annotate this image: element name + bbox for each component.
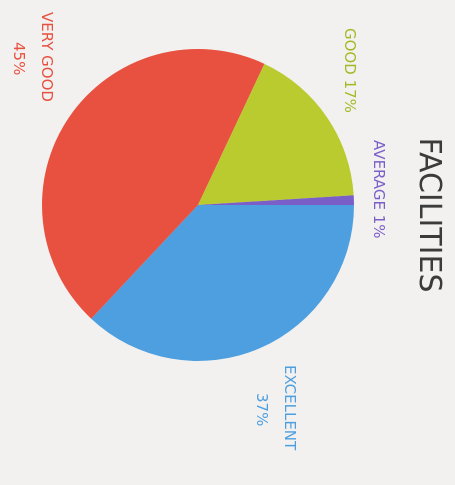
slice-label-excellent-name: EXCELLENT (281, 365, 299, 451)
pie-slice-very-good (42, 48, 265, 319)
slice-label-very-good: VERY GOOD 45% (10, 12, 56, 102)
slice-label-very-good-value: 45% (10, 42, 28, 75)
pie-slice-excellent (91, 205, 354, 361)
slice-label-excellent-value: 37% (253, 393, 271, 426)
slice-label-excellent: EXCELLENT 37% (253, 365, 299, 451)
pie-slice-good (198, 63, 354, 205)
slice-label-very-good-name: VERY GOOD (38, 12, 56, 102)
chart-title: FACILITIES (412, 137, 447, 292)
pie-slices (42, 48, 354, 361)
slice-label-good: GOOD 17% (341, 28, 359, 113)
slice-label-average: AVERAGE 1% (370, 140, 388, 239)
pie-slice-average (198, 195, 354, 205)
